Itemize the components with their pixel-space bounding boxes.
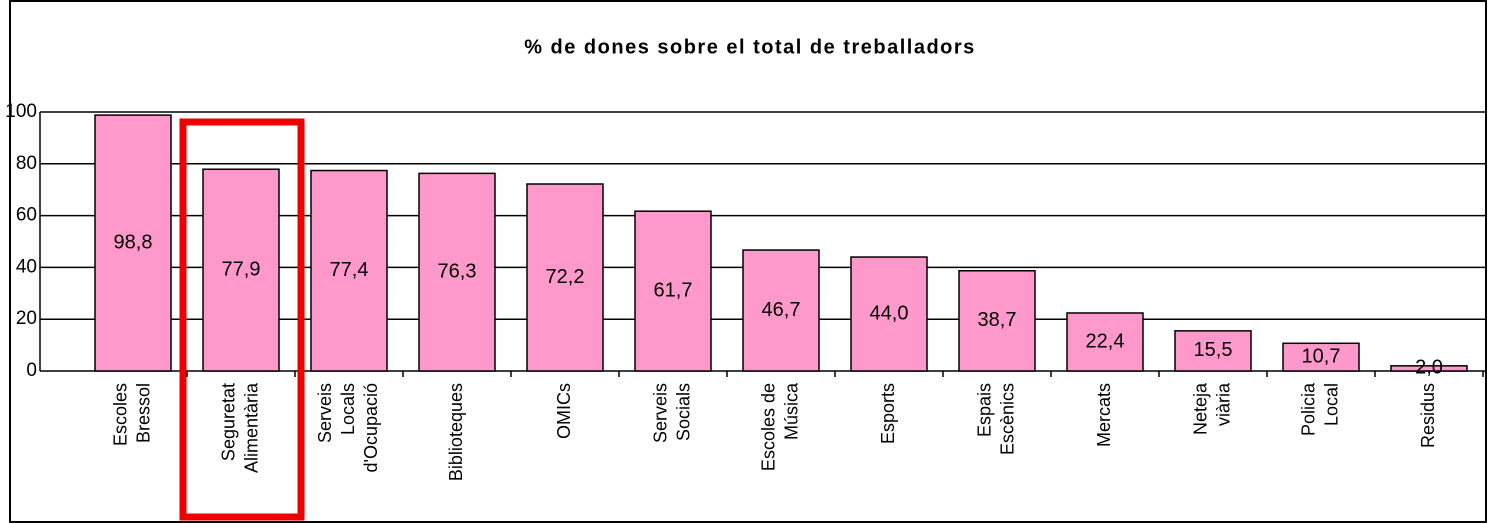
x-tick-label: Mercats: [1094, 383, 1114, 447]
bar: [850, 256, 928, 372]
value-label: 15,5: [1194, 339, 1233, 361]
x-tick-label: Esports: [878, 383, 898, 444]
bar: [202, 168, 280, 372]
x-tick-label: d'Ocupació: [361, 383, 381, 473]
x-tick-label: Local: [1321, 383, 1341, 426]
x-tick-label: Música: [781, 382, 801, 440]
value-label: 77,4: [330, 259, 369, 281]
value-label: 46,7: [762, 299, 801, 321]
bar: [1282, 342, 1360, 372]
x-tick-label: Serveis: [650, 383, 670, 443]
value-label: 22,4: [1086, 330, 1125, 352]
y-tick-label: 0: [26, 360, 37, 381]
bar: [526, 183, 604, 372]
value-label: 76,3: [438, 260, 477, 282]
bar: [1174, 330, 1252, 372]
value-label: 38,7: [978, 309, 1017, 331]
x-tick-label: Escoles de: [758, 383, 778, 471]
y-tick-label: 100: [5, 101, 37, 122]
bar: [634, 210, 712, 372]
value-label: 98,8: [114, 231, 153, 253]
x-tick-label: Residus: [1418, 383, 1438, 448]
x-tick-label: Biblioteques: [446, 383, 466, 481]
bar: [742, 249, 820, 372]
value-label: 61,7: [654, 279, 693, 301]
y-tick-label: 80: [16, 153, 37, 174]
bar: [1066, 312, 1144, 372]
x-tick-label: Neteja: [1190, 382, 1210, 435]
x-tick-label: Escènics: [997, 383, 1017, 455]
chart-title: % de dones sobre el total de treballador…: [524, 36, 976, 58]
x-tick-label: Locals: [338, 383, 358, 435]
y-tick-label: 60: [16, 205, 37, 226]
x-tick-label: Espais: [974, 383, 994, 437]
x-tick-label: Bressol: [133, 383, 153, 443]
value-label: 77,9: [222, 258, 261, 280]
value-label: 2,0: [1415, 357, 1443, 379]
bar: [94, 114, 172, 372]
y-tick-label: 20: [16, 308, 37, 329]
bar: [418, 172, 496, 372]
x-tick-label: Alimentària: [241, 382, 261, 473]
x-tick-label: Serveis: [315, 383, 335, 443]
bar: [310, 169, 388, 372]
x-tick-label: viària: [1213, 382, 1233, 426]
x-tick-label: Policia: [1298, 382, 1318, 436]
x-tick-label: Seguretat: [218, 383, 238, 461]
x-tick-label: Socials: [673, 383, 693, 441]
bar: [958, 270, 1036, 372]
y-tick-label: 40: [16, 256, 37, 277]
highlight-box: [179, 118, 305, 521]
value-label: 72,2: [546, 266, 585, 288]
x-tick-label: Escoles: [110, 383, 130, 446]
bar: [1390, 365, 1468, 372]
value-label: 10,7: [1302, 345, 1341, 367]
value-label: 44,0: [870, 302, 909, 324]
x-tick-label: OMICs: [554, 383, 574, 439]
